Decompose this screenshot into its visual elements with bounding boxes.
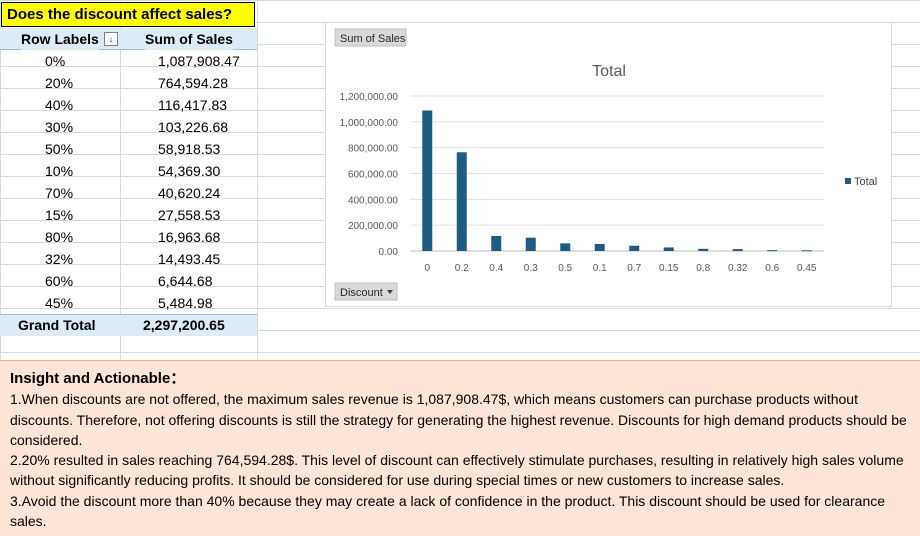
pivot-row[interactable]: 0% 1,087,908.47 [0,50,257,72]
pivot-row[interactable]: 30% 103,226.68 [0,116,257,138]
row-label: 70% [45,185,74,201]
sum-of-sales-field-label: Sum of Sales [340,33,406,45]
row-value: 40,620.24 [158,185,221,201]
row-value: 58,918.53 [158,141,221,157]
x-tick-label: 0.7 [627,263,641,274]
legend-swatch [845,178,851,184]
legend-label[interactable]: Total [854,176,877,188]
y-tick-label: 400,000.00 [348,195,398,206]
dropdown-arrow-icon [387,290,393,294]
pivot-row[interactable]: 32% 14,493.45 [0,248,257,270]
chart-x-axis: 0 0.2 0.4 0.3 0.5 0.1 0.7 0.15 0.8 0.32 0.6 0.45 [424,263,816,274]
row-value: 103,226.68 [158,119,229,135]
sum-of-sales-header[interactable]: Sum of Sales [145,28,233,50]
row-value: 16,963.68 [158,229,221,245]
row-label: 30% [45,119,74,135]
pivot-title-cell[interactable]: Does the discount affect sales? [1,2,255,27]
bar[interactable] [456,152,467,251]
pivot-row[interactable]: 40% 116,417.83 [0,94,257,116]
pivot-row[interactable]: 50% 58,918.53 [0,138,257,160]
pivot-chart[interactable]: 0.00 200,000.00 400,000.00 600,000.00 800,00… [325,22,892,307]
insight-panel: Insight and Actionable： 1.When discounts… [0,360,920,536]
y-tick-label: 800,000.00 [348,144,398,155]
x-tick-label: 0.45 [797,263,817,274]
y-tick-label: 1,000,000.00 [340,118,399,129]
row-label: 60% [45,273,74,289]
x-tick-label: 0.4 [489,263,503,274]
row-label: 80% [45,229,74,245]
row-label: 10% [45,163,74,179]
bar[interactable] [732,249,743,251]
row-value: 27,558.53 [158,207,221,223]
row-labels-filter-button[interactable]: ↓ [104,32,118,46]
bar[interactable] [491,235,502,251]
x-tick-label: 0.2 [455,263,469,274]
grand-total-label: Grand Total [18,317,96,333]
row-value: 1,087,908.47 [158,53,240,69]
chart-gridlines [410,95,824,252]
pivot-row[interactable]: 80% 16,963.68 [0,226,257,248]
bar[interactable] [801,250,812,252]
row-value: 5,484.98 [158,295,213,311]
bar[interactable] [698,248,709,251]
sum-of-sales-field-button[interactable] [334,28,407,47]
pivot-row[interactable]: 70% 40,620.24 [0,182,257,204]
column-divider [120,0,121,360]
discount-field-button[interactable] [334,282,398,301]
column-divider [257,0,258,360]
x-tick-label: 0.3 [524,263,538,274]
row-labels-header[interactable]: Row Labels [21,28,99,50]
grand-total-row[interactable]: Grand Total 2,297,200.65 [0,314,257,336]
row-label: 15% [45,207,74,223]
chart-title[interactable]: Total [592,63,626,80]
chart-bars [422,110,812,252]
insight-point-3: 3.Avoid the discount more than 40% becau… [10,492,886,530]
row-value: 54,369.30 [158,163,221,179]
sort-descending-icon: ↓ [108,34,114,44]
insight-point-2: 2.20% resulted in sales reaching 764,594… [10,452,904,489]
bar[interactable] [663,247,674,251]
row-value: 116,417.83 [158,97,228,113]
y-tick-label: 200,000.00 [348,221,398,232]
grand-total-value: 2,297,200.65 [143,317,225,333]
y-tick-label: 0.00 [379,247,399,258]
chart-canvas: 0.00 200,000.00 400,000.00 600,000.00 800,00… [334,28,877,301]
chart-y-axis: 0.00 200,000.00 400,000.00 600,000.00 800,00… [340,92,399,258]
row-label: 0% [45,53,66,69]
bar[interactable] [594,243,605,251]
row-label: 50% [45,141,74,157]
pivot-row[interactable]: 15% 27,558.53 [0,204,257,226]
x-tick-label: 0 [424,263,430,274]
row-label: 45% [45,295,74,311]
bar[interactable] [560,243,571,251]
row-value: 14,493.45 [158,251,221,267]
x-tick-label: 0.15 [659,263,679,274]
discount-field-label: Discount [340,287,383,299]
row-value: 764,594.28 [158,75,229,91]
insight-point-1: 1.When discounts are not offered, the ma… [10,391,907,448]
bar[interactable] [525,237,536,251]
x-tick-label: 0.8 [696,263,710,274]
pivot-row[interactable]: 10% 54,369.30 [0,160,257,182]
insight-title: Insight and Actionable： [10,370,186,387]
x-tick-label: 0.32 [728,263,748,274]
x-tick-label: 0.1 [593,263,607,274]
row-label: 20% [45,75,74,91]
pivot-row[interactable]: 20% 764,594.28 [0,72,257,94]
bar[interactable] [629,245,640,251]
pivot-row[interactable]: 45% 5,484.98 [0,292,257,314]
row-label: 32% [45,251,74,267]
row-value: 6,644.68 [158,273,213,289]
y-tick-label: 600,000.00 [348,170,398,181]
pivot-row[interactable]: 60% 6,644.68 [0,270,257,292]
bar[interactable] [767,250,778,252]
x-tick-label: 0.5 [558,263,572,274]
row-label: 40% [45,97,74,113]
bar[interactable] [422,110,433,252]
x-tick-label: 0.6 [765,263,779,274]
y-tick-label: 1,200,000.00 [340,92,399,103]
